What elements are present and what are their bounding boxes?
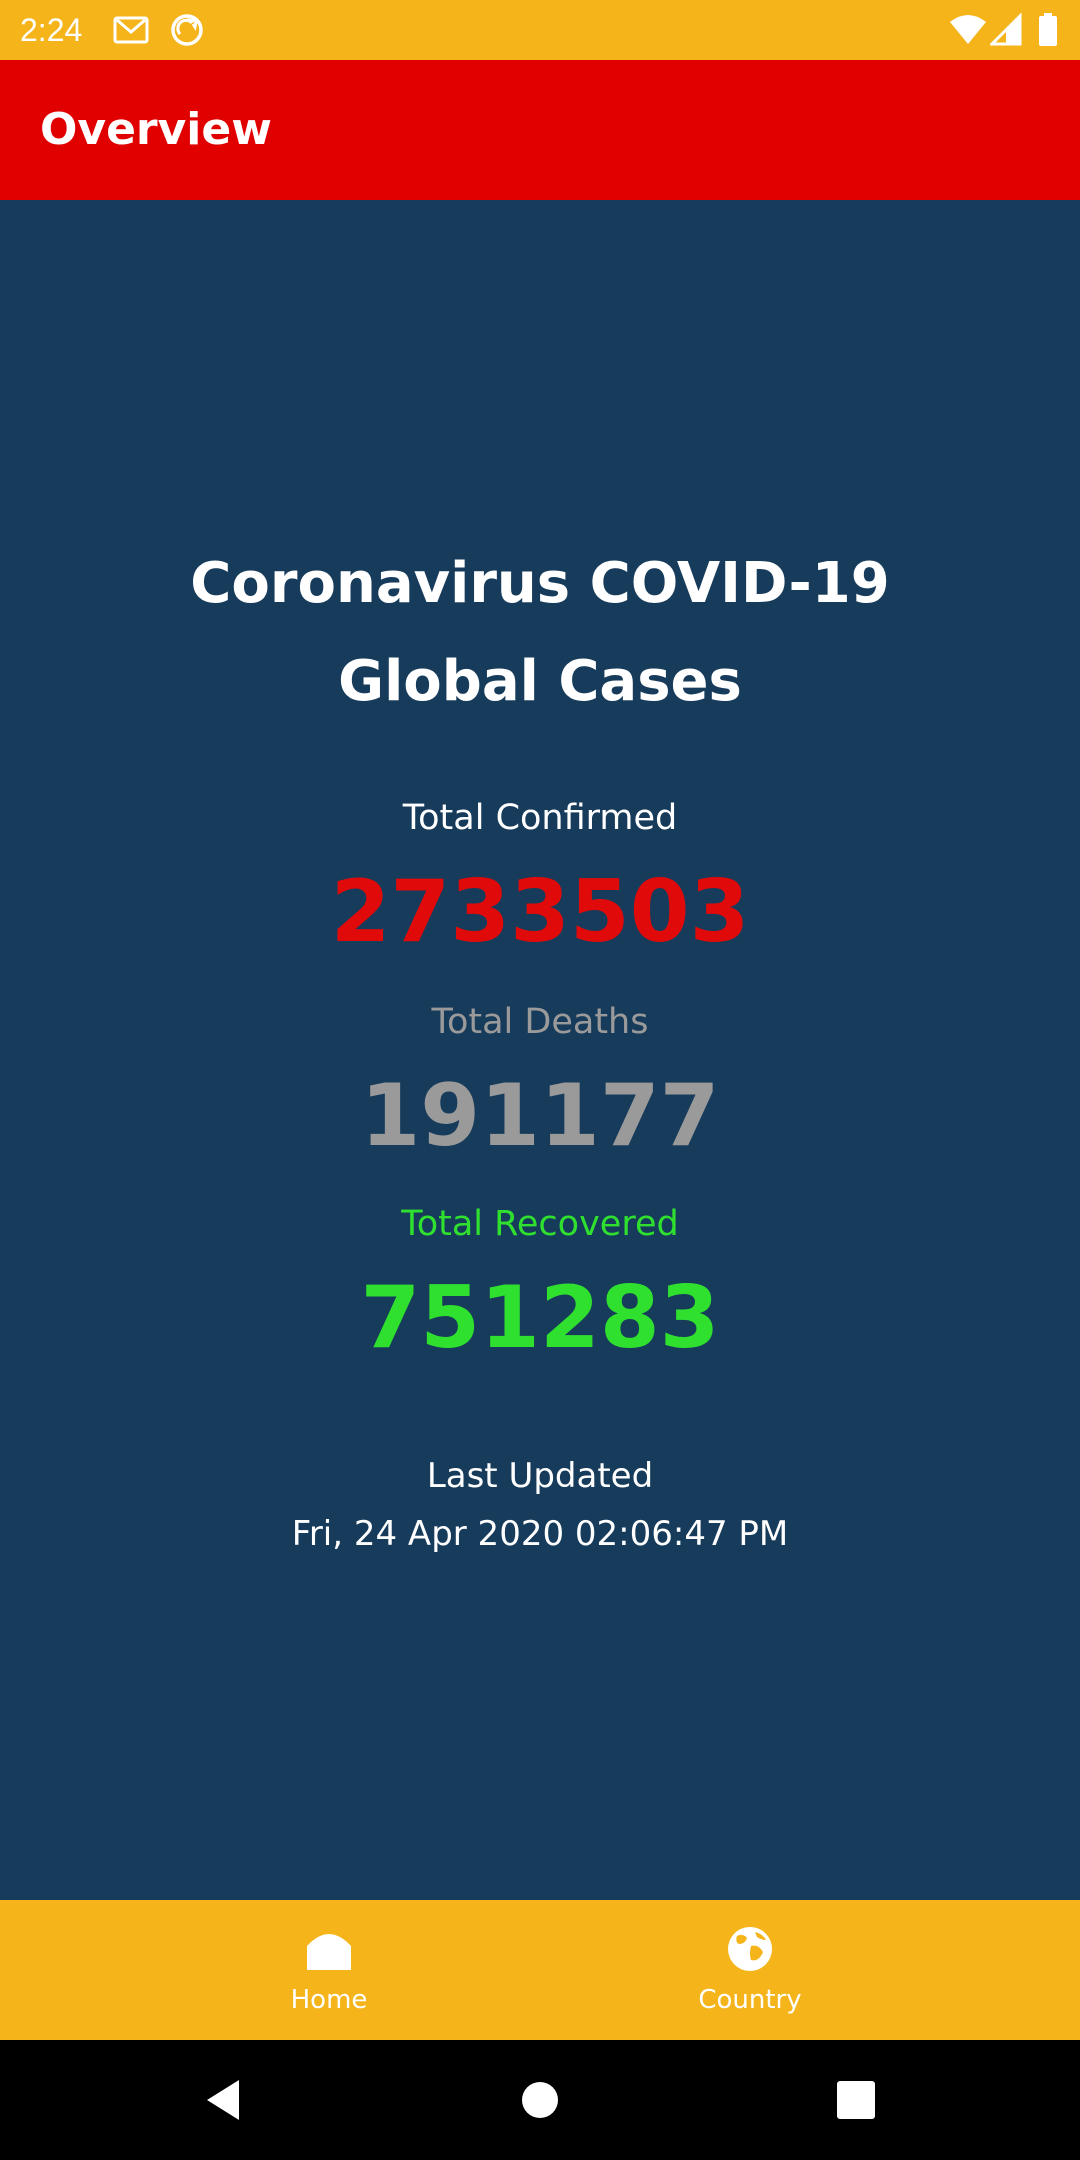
deaths-label: Total Deaths <box>431 1002 649 1042</box>
wifi-icon <box>950 15 986 44</box>
signal-icon <box>990 12 1022 46</box>
system-nav-bar <box>0 2040 1080 2160</box>
nav-label-home: Home <box>290 1985 368 2015</box>
overview-content: Coronavirus COVID-19 Global Cases Total … <box>0 200 1080 1900</box>
globe-icon <box>728 1927 772 1971</box>
sync-icon <box>171 14 203 46</box>
status-bar: 2:24 <box>0 0 1080 60</box>
app-bar: Overview <box>0 60 1080 200</box>
home-icon <box>307 1934 351 1970</box>
nav-item-home[interactable]: Home <box>199 1900 459 2040</box>
battery-icon <box>1039 13 1057 46</box>
headline: Coronavirus COVID-19 Global Cases <box>0 535 1080 731</box>
bottom-nav: Home Country <box>0 1900 1080 2040</box>
headline-line-2: Global Cases <box>338 649 742 714</box>
nav-label-country: Country <box>698 1985 802 2015</box>
recents-icon[interactable] <box>834 2078 878 2122</box>
recovered-value: 751283 <box>360 1268 720 1368</box>
home-button-icon[interactable] <box>518 2078 562 2122</box>
confirmed-label: Total Confirmed <box>402 798 678 838</box>
last-updated-label: Last Updated <box>426 1456 654 1496</box>
app-title: Overview <box>40 104 272 155</box>
headline-line-1: Coronavirus COVID-19 <box>190 551 890 616</box>
confirmed-value: 2733503 <box>330 862 750 962</box>
gmail-icon <box>113 16 149 44</box>
last-updated-value: Fri, 24 Apr 2020 02:06:47 PM <box>291 1514 789 1554</box>
status-time: 2:24 <box>20 12 83 48</box>
back-icon[interactable] <box>203 2078 247 2122</box>
recovered-label: Total Recovered <box>401 1204 679 1244</box>
nav-item-country[interactable]: Country <box>620 1900 880 2040</box>
deaths-value: 191177 <box>360 1066 720 1166</box>
